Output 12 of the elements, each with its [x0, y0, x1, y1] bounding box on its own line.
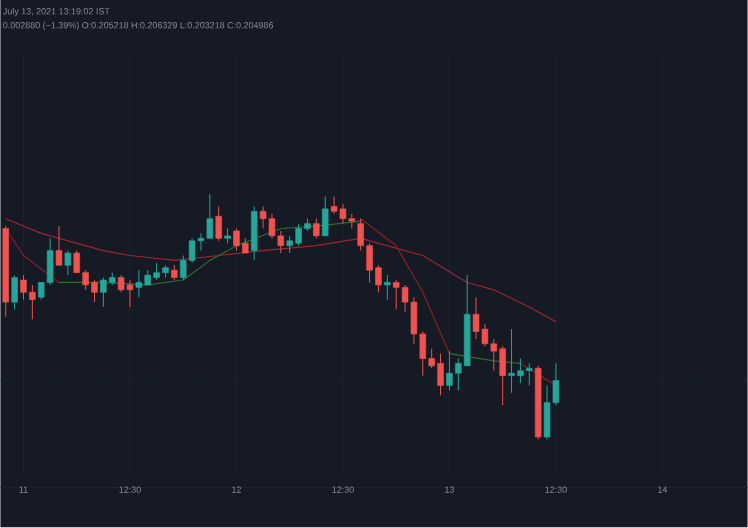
candlestick [268, 213, 276, 240]
candlestick [135, 269, 143, 298]
candlestick [215, 206, 222, 242]
candlestick [250, 206, 258, 262]
candlestick [55, 225, 63, 267]
candlestick [126, 279, 134, 308]
candlestick [64, 250, 72, 276]
candlestick [384, 274, 391, 301]
candlestick [321, 196, 329, 237]
candlestick [11, 274, 18, 311]
candlestick [313, 218, 320, 240]
candlestick [543, 385, 551, 441]
